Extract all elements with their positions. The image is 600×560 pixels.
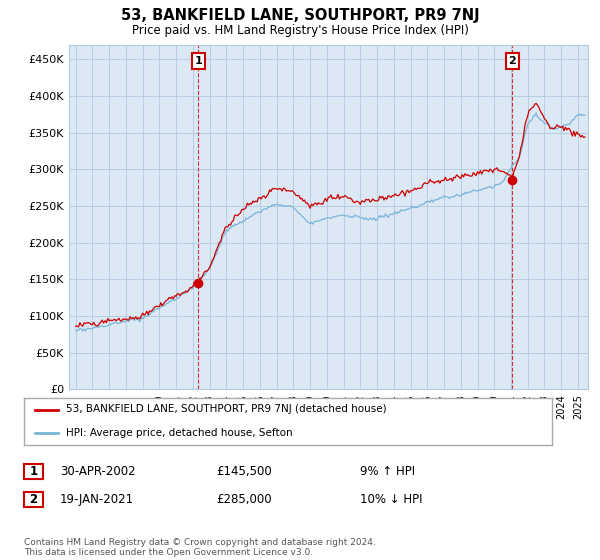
Text: 2: 2 [29, 493, 38, 506]
Text: 2: 2 [509, 56, 516, 66]
Text: 9% ↑ HPI: 9% ↑ HPI [360, 465, 415, 478]
Text: 1: 1 [194, 56, 202, 66]
Text: 30-APR-2002: 30-APR-2002 [60, 465, 136, 478]
Text: 53, BANKFIELD LANE, SOUTHPORT, PR9 7NJ: 53, BANKFIELD LANE, SOUTHPORT, PR9 7NJ [121, 8, 479, 24]
Text: £145,500: £145,500 [216, 465, 272, 478]
Text: 10% ↓ HPI: 10% ↓ HPI [360, 493, 422, 506]
Text: 1: 1 [29, 465, 38, 478]
Text: HPI: Average price, detached house, Sefton: HPI: Average price, detached house, Seft… [66, 428, 293, 438]
Text: Price paid vs. HM Land Registry's House Price Index (HPI): Price paid vs. HM Land Registry's House … [131, 24, 469, 36]
Text: £285,000: £285,000 [216, 493, 272, 506]
Text: 53, BANKFIELD LANE, SOUTHPORT, PR9 7NJ (detached house): 53, BANKFIELD LANE, SOUTHPORT, PR9 7NJ (… [66, 404, 387, 414]
Text: 19-JAN-2021: 19-JAN-2021 [60, 493, 134, 506]
Text: Contains HM Land Registry data © Crown copyright and database right 2024.
This d: Contains HM Land Registry data © Crown c… [24, 538, 376, 557]
